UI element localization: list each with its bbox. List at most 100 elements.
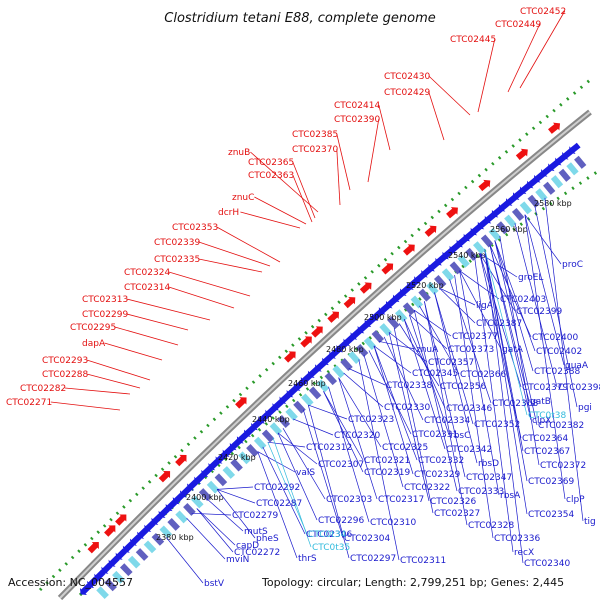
- reverse-leader-line: [308, 404, 348, 420]
- reverse-gene-label: CTC02312: [306, 443, 352, 453]
- reverse-gene-label: valS: [296, 468, 315, 478]
- reverse-gene-label: thrS: [298, 554, 317, 564]
- reverse-gene-label: clpP: [566, 495, 585, 505]
- reverse-gene-label: CTC02373: [448, 345, 494, 355]
- forward-leader-line: [428, 91, 445, 141]
- reverse-leader-line: [413, 310, 458, 492]
- forward-gene-arrow: [300, 336, 312, 348]
- feature-block: [143, 540, 157, 554]
- forward-gene-label: CTC02449: [495, 20, 541, 30]
- gene-labels: CTC02452 CTC02449 CTC02445 CTC02430 CTC02429…: [6, 7, 600, 589]
- forward-gene-label: CTC02282: [20, 384, 66, 394]
- feature-block: [159, 525, 173, 539]
- tick-labels: 2380 kbp 2400 kbp 2420 kbp 2440 kbp 2460…: [156, 199, 572, 542]
- feature-block: [167, 517, 181, 531]
- reverse-gene-label: gatA: [502, 345, 524, 355]
- trna-gene-label: CTC0t38: [528, 411, 567, 421]
- forward-gene-arrow: [87, 542, 99, 554]
- forward-gene-label: CTC02293: [42, 356, 88, 366]
- reverse-leader-line: [277, 432, 318, 465]
- feature-block: [293, 400, 306, 414]
- feature-block: [449, 261, 462, 275]
- forward-gene-label: znuC: [232, 193, 254, 203]
- reverse-gene-label: CTC02328: [468, 521, 514, 531]
- feature-block: [230, 458, 243, 472]
- forward-gene-label: CTC02335: [154, 255, 200, 265]
- reverse-gene-label: CTC02272: [234, 548, 280, 558]
- feature-block: [104, 578, 117, 592]
- feature-block: [340, 358, 353, 371]
- forward-gene-arrow: [359, 282, 372, 294]
- tick-label: 2540 kbp: [448, 251, 486, 260]
- reverse-leader-line: [434, 292, 474, 425]
- tick-label: 2480 kbp: [326, 345, 364, 354]
- map-title: Clostridium tetani E88, complete genome: [164, 11, 436, 26]
- tick-label: 2580 kbp: [534, 199, 572, 208]
- feature-block: [480, 234, 494, 248]
- reverse-gene-label: CTC02356: [440, 382, 486, 392]
- feature-block: [119, 563, 133, 577]
- reverse-leader-line: [459, 270, 500, 496]
- reverse-gene-arrow: [569, 142, 581, 154]
- tick-label: 2520 kbp: [406, 281, 444, 290]
- reverse-gene-label: CTC02307: [318, 460, 364, 470]
- tick-label: 2500 kbp: [364, 313, 402, 322]
- forward-gene-arrow: [158, 471, 171, 483]
- feature-block: [379, 323, 392, 337]
- forward-leader-line: [168, 271, 251, 297]
- reverse-gene-label: rbsD: [478, 459, 499, 469]
- reverse-leader-line: [403, 318, 446, 409]
- feature-block: [277, 415, 291, 428]
- reverse-gene-label: CTC02366: [460, 370, 506, 380]
- forward-leader-line: [198, 241, 271, 267]
- reverse-leader-line: [494, 240, 536, 352]
- forward-gene-arrow: [548, 122, 561, 134]
- reverse-gene-label: mutS: [244, 527, 268, 537]
- reverse-leader-line: [277, 432, 318, 521]
- reverse-gene-label: bstV: [204, 579, 225, 589]
- reverse-leader-line: [348, 368, 386, 386]
- feature-block: [206, 480, 220, 494]
- feature-block: [473, 241, 486, 255]
- reverse-leader-line: [439, 287, 476, 306]
- forward-leader-line: [367, 118, 380, 183]
- forward-gene-label: CTC02385: [292, 130, 338, 140]
- reverse-leader-line: [534, 206, 578, 408]
- reverse-leader-line: [424, 301, 466, 478]
- reverse-gene-label: CTC02303: [326, 495, 372, 505]
- forward-gene-label: dcrH: [218, 208, 239, 218]
- reverse-gene-label: rbsC: [450, 431, 470, 441]
- feature-block: [175, 510, 188, 524]
- reverse-leader-line: [307, 405, 350, 559]
- forward-leader-line: [519, 10, 566, 89]
- reverse-leader-line: [373, 345, 414, 475]
- forward-leader-line: [216, 226, 281, 263]
- feature-block: [543, 181, 556, 195]
- forward-gene-label: CTC02414: [334, 101, 380, 111]
- forward-gene-label: CTC02370: [292, 145, 338, 155]
- reverse-gene-label: CTC02354: [528, 510, 574, 520]
- forward-gene-label: dapA: [82, 339, 106, 349]
- trna-gene-label: CTC0t34: [308, 530, 347, 540]
- reverse-gene-label: CTC02319: [364, 468, 410, 478]
- feature-block: [285, 407, 298, 421]
- reverse-gene-label: rbsA: [500, 491, 521, 501]
- feature-block: [394, 309, 408, 323]
- feature-block: [112, 570, 125, 584]
- reverse-gene-label: CTC02340: [524, 559, 570, 569]
- forward-gene-arrow: [175, 454, 187, 467]
- reverse-gene-label: ligA: [476, 301, 494, 311]
- forward-gene-label: CTC02271: [6, 398, 52, 408]
- feature-block: [198, 488, 212, 502]
- reverse-leader-line: [383, 336, 424, 421]
- forward-strand-genes: [87, 122, 561, 554]
- reverse-leader-line: [216, 489, 256, 539]
- forward-gene-label: CTC02353: [172, 223, 218, 233]
- reverse-gene-label: CTC02332: [418, 456, 464, 466]
- forward-leader-line: [86, 373, 141, 389]
- reverse-leader-line: [499, 236, 540, 466]
- reverse-leader-line: [292, 418, 334, 436]
- reverse-gene-label: CTC02377: [452, 332, 498, 342]
- forward-leader-line: [378, 104, 391, 151]
- reverse-leader-line: [403, 318, 446, 450]
